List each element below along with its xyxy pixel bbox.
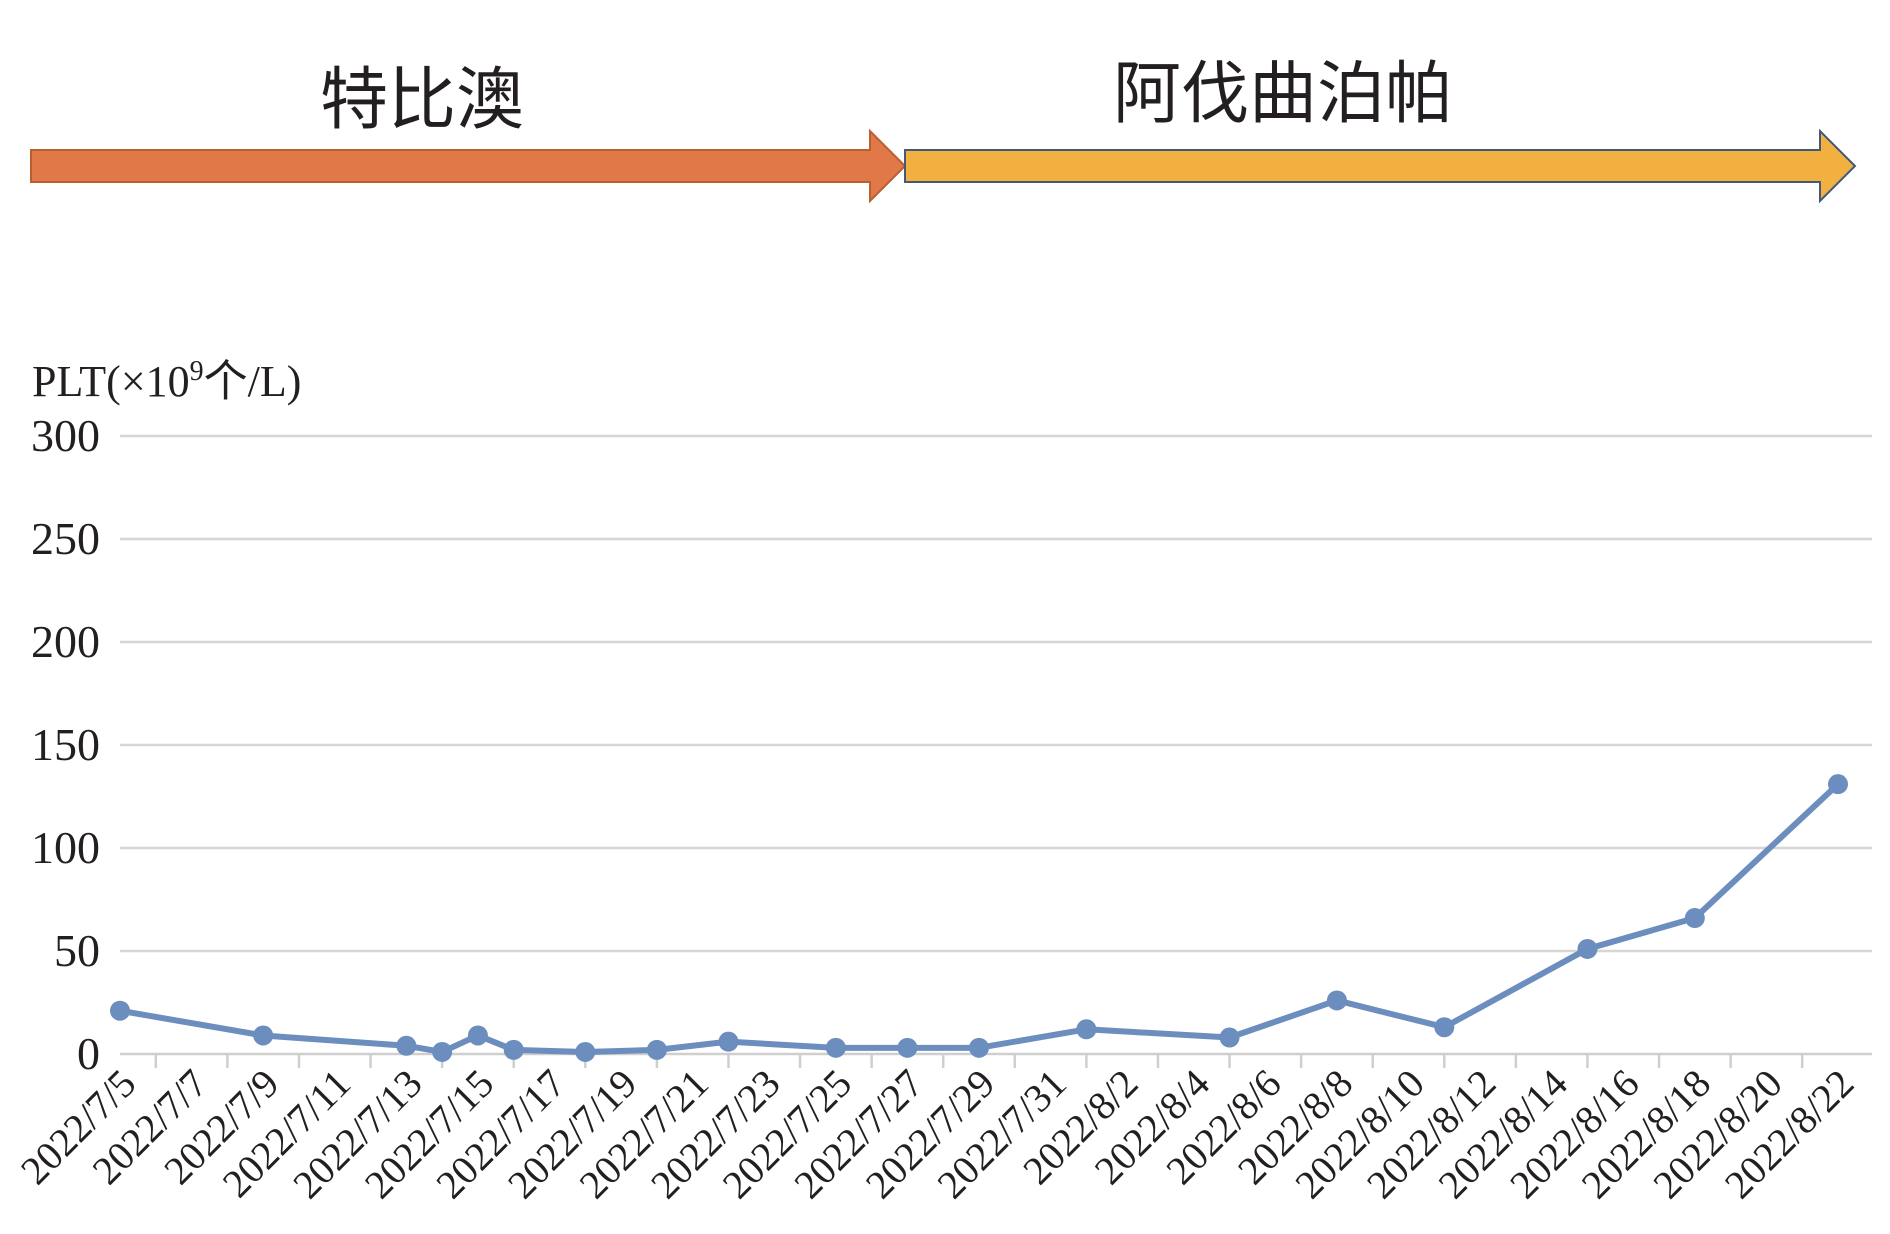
y-tick-label: 150	[31, 719, 100, 770]
data-point	[1828, 774, 1848, 795]
series-line	[117, 781, 1841, 1055]
data-point	[718, 1031, 739, 1052]
data-point	[1434, 1017, 1455, 1038]
y-tick-label: 200	[31, 616, 100, 667]
data-point	[110, 1000, 130, 1021]
y-tick-label: 0	[77, 1028, 100, 1079]
data-point	[432, 1041, 453, 1062]
phase-label-avatrombopag: 阿伐曲泊帕	[1113, 55, 1453, 134]
phase-arrow-tebiao	[30, 128, 907, 204]
y-tick-label: 50	[54, 925, 100, 976]
plt-series	[110, 774, 1848, 1062]
data-point	[825, 1037, 846, 1058]
data-point	[1684, 908, 1705, 929]
data-point	[646, 1039, 667, 1060]
data-point	[1076, 1019, 1097, 1040]
y-tick-labels: 0 50 100 150 200 250 300	[31, 410, 100, 1079]
data-point	[575, 1041, 596, 1062]
y-axis-label: PLT(×109个/L)	[32, 356, 301, 406]
data-point	[1326, 990, 1347, 1011]
phase-label-tebiao: 特比澳	[320, 61, 524, 140]
y-tick-label: 250	[31, 513, 100, 564]
data-point	[396, 1035, 417, 1056]
data-point	[969, 1037, 989, 1058]
data-point	[1219, 1027, 1240, 1048]
phase-arrow-avatrombopag	[904, 128, 1857, 204]
data-point	[1577, 938, 1598, 959]
data-point	[253, 1025, 274, 1046]
x-tick-labels: 2022/7/52022/7/72022/7/92022/7/112022/7/…	[12, 1061, 1862, 1208]
y-tick-label: 300	[31, 410, 100, 461]
y-tick-label: 100	[31, 822, 100, 873]
grid-lines	[120, 434, 1872, 953]
phase-arrows: 特比澳 阿伐曲泊帕	[30, 55, 1857, 204]
data-point	[897, 1037, 918, 1058]
data-point	[503, 1039, 524, 1060]
data-point	[467, 1025, 488, 1046]
